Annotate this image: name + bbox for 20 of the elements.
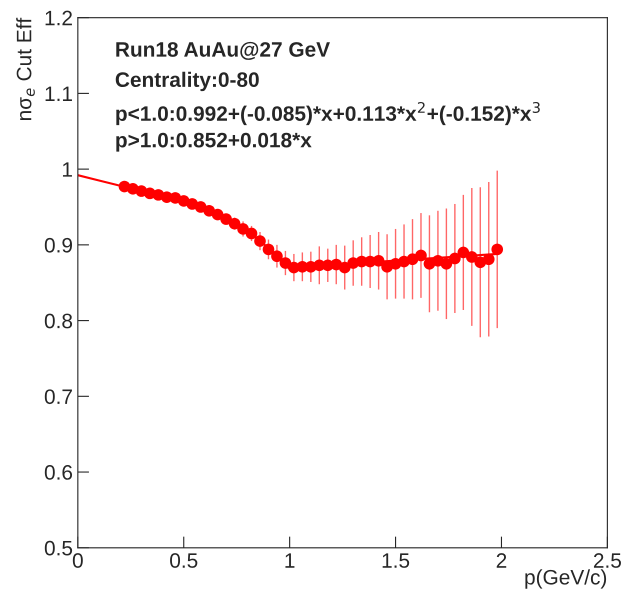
- y-tick-label: 0.9: [44, 238, 72, 253]
- y-tick-label: 1.2: [46, 10, 72, 26]
- x-tick-label: 1: [285, 553, 294, 568]
- x-tick-label: 0: [72, 553, 83, 568]
- x-tick-label: 2: [496, 553, 506, 568]
- y-tick-label: 0.5: [44, 540, 72, 556]
- y-axis-title: nσ$_{e}$ Cut Eff: [16, 18, 35, 120]
- y-tick-label: 1: [62, 162, 72, 177]
- x-tick-label: 0.5: [170, 553, 198, 568]
- x-tick-label: 1.5: [382, 553, 410, 568]
- x-axis-title: p(GeV/c): [525, 569, 606, 589]
- annotation: p<1.0:0.992+(-0.085)*x+0.113*x$^{2}$+(-0.152)*x$^{3}$: [116, 102, 540, 126]
- annotation: Run18 AuAu@27 GeV: [116, 42, 330, 60]
- annotation: p>1.0:0.852+0.018*x: [116, 132, 312, 152]
- annotation: Centrality:0-80: [116, 72, 259, 92]
- x-tick-label: 2.5: [594, 553, 621, 568]
- y-tick-label: 1.1: [46, 86, 72, 101]
- y-tick-label: 0.8: [44, 314, 72, 328]
- y-tick-label: 0.6: [44, 465, 72, 480]
- y-tick-label: 0.7: [44, 389, 72, 404]
